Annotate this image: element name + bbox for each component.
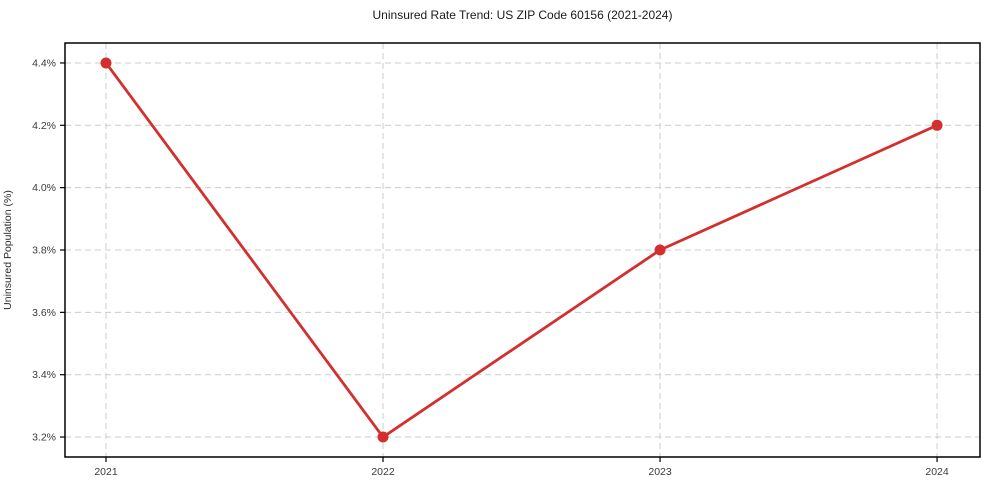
y-tick-label: 3.8% bbox=[32, 245, 56, 257]
data-point-marker bbox=[654, 244, 666, 256]
data-point-marker bbox=[100, 57, 112, 69]
y-tick-label: 3.6% bbox=[32, 307, 56, 319]
x-tick-label: 2022 bbox=[371, 466, 395, 478]
x-tick-label: 2023 bbox=[648, 466, 672, 478]
x-tick-label: 2021 bbox=[94, 466, 118, 478]
y-axis-label: Uninsured Population (%) bbox=[2, 190, 14, 310]
data-point-marker bbox=[377, 431, 389, 443]
y-tick-label: 4.4% bbox=[32, 57, 56, 69]
x-tick-label: 2024 bbox=[925, 466, 949, 478]
y-tick-label: 4.2% bbox=[32, 120, 56, 132]
plot-frame bbox=[64, 42, 981, 458]
y-tick-label: 3.4% bbox=[32, 369, 56, 381]
chart-title: Uninsured Rate Trend: US ZIP Code 60156 … bbox=[372, 8, 673, 22]
data-point-marker bbox=[931, 119, 943, 131]
trend-line bbox=[104, 61, 939, 439]
y-tick-label: 3.2% bbox=[32, 432, 56, 444]
y-tick-label: 4.0% bbox=[32, 182, 56, 194]
